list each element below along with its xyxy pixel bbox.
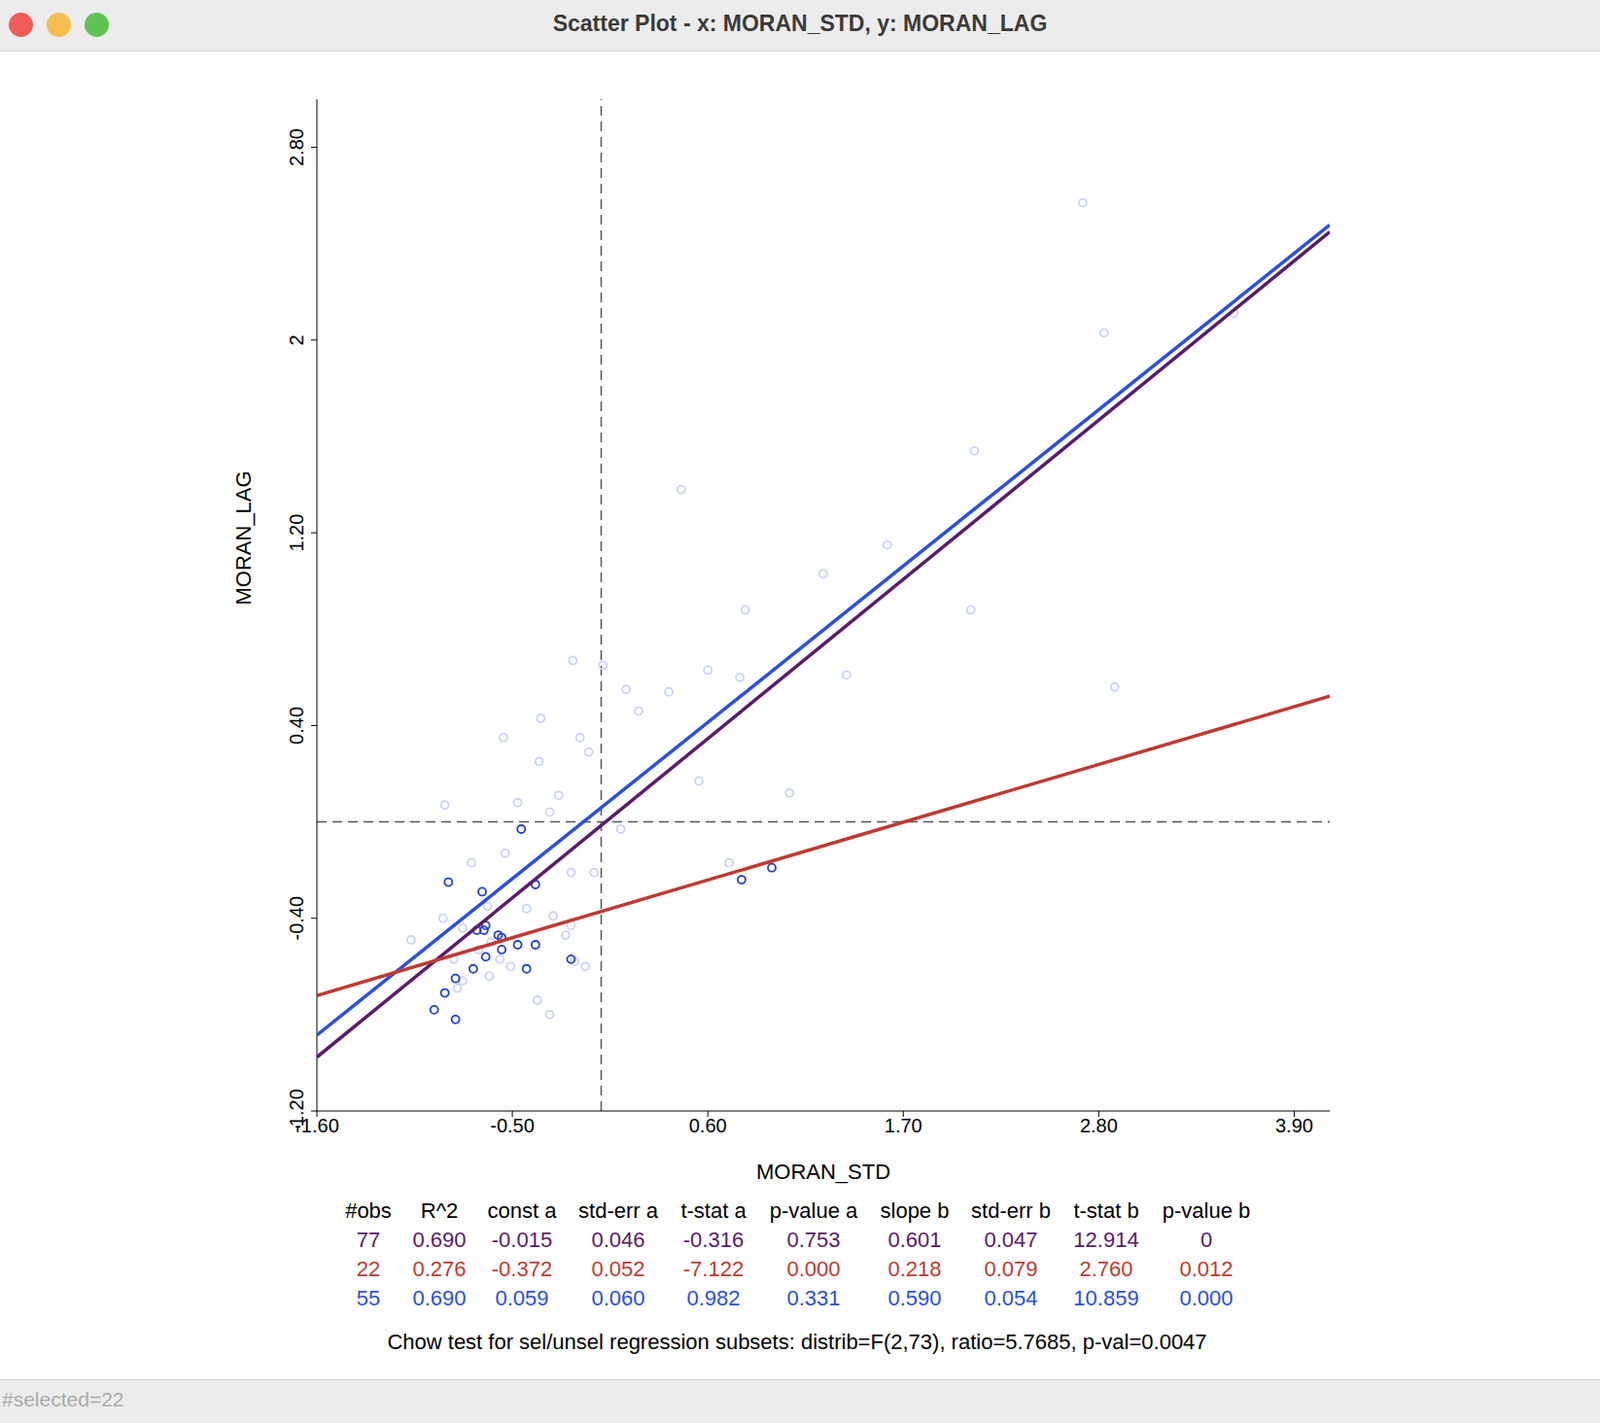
svg-text:1.70: 1.70 bbox=[884, 1114, 923, 1137]
svg-text:3.90: 3.90 bbox=[1275, 1114, 1314, 1137]
html-text:0.590: 0.590 bbox=[887, 1286, 942, 1311]
html-text:R^2: R^2 bbox=[420, 1198, 459, 1223]
html-text:Scatter Plot - x: MORAN_STD, y: Scatter Plot - x: MORAN_STD, y: MORAN_LA… bbox=[552, 10, 1048, 36]
html-text:0.054: 0.054 bbox=[984, 1286, 1038, 1311]
svg-text:-1.20: -1.20 bbox=[285, 1088, 308, 1134]
html-text:0.000: 0.000 bbox=[1179, 1286, 1234, 1311]
html-text:const a: const a bbox=[487, 1198, 557, 1223]
html-text:12.914: 12.914 bbox=[1073, 1227, 1139, 1253]
html-text:0.059: 0.059 bbox=[495, 1286, 549, 1311]
svg-text:MORAN_STD: MORAN_STD bbox=[756, 1159, 891, 1184]
svg-text:2: 2 bbox=[285, 334, 308, 346]
svg-text:-0.50: -0.50 bbox=[489, 1114, 535, 1137]
html-text:0.218: 0.218 bbox=[887, 1256, 942, 1282]
svg-text:0.40: 0.40 bbox=[285, 706, 308, 745]
html-text:p-value a: p-value a bbox=[769, 1198, 858, 1223]
svg-text:2.80: 2.80 bbox=[1079, 1114, 1118, 1137]
svg-text:0.60: 0.60 bbox=[689, 1114, 728, 1137]
html-text:-0.015: -0.015 bbox=[491, 1227, 553, 1253]
html-text:0.047: 0.047 bbox=[984, 1227, 1038, 1253]
html-text:55: 55 bbox=[356, 1286, 381, 1311]
html-text:std-err b: std-err b bbox=[971, 1198, 1051, 1223]
html-text:0: 0 bbox=[1200, 1227, 1213, 1253]
html-text:0.046: 0.046 bbox=[591, 1227, 645, 1253]
html-text:-0.316: -0.316 bbox=[683, 1227, 744, 1253]
html-text:#selected=22: #selected=22 bbox=[1, 1388, 124, 1411]
html-text:0.601: 0.601 bbox=[887, 1227, 942, 1253]
html-text:0.052: 0.052 bbox=[591, 1256, 645, 1282]
html-text:22: 22 bbox=[356, 1256, 381, 1282]
html-text:t-stat b: t-stat b bbox=[1073, 1198, 1139, 1223]
html-text:0.079: 0.079 bbox=[984, 1256, 1038, 1282]
html-text:2.760: 2.760 bbox=[1079, 1256, 1133, 1282]
html-text:0.982: 0.982 bbox=[686, 1286, 741, 1311]
html-text:0.331: 0.331 bbox=[786, 1286, 841, 1311]
svg-text:-0.40: -0.40 bbox=[285, 896, 308, 941]
html-text:std-err a: std-err a bbox=[578, 1198, 659, 1223]
html-text:0.276: 0.276 bbox=[412, 1256, 467, 1282]
html-text:p-value b: p-value b bbox=[1162, 1198, 1251, 1223]
html-text:0.012: 0.012 bbox=[1179, 1256, 1234, 1282]
svg-text:-1.60: -1.60 bbox=[294, 1115, 340, 1137]
html-text:#obs: #obs bbox=[345, 1198, 392, 1223]
html-text:-7.122: -7.122 bbox=[683, 1256, 744, 1282]
html-text:-0.372: -0.372 bbox=[491, 1256, 553, 1282]
html-text:Chow test for sel/unsel regres: Chow test for sel/unsel regression subse… bbox=[387, 1329, 1207, 1355]
html-text:0.690: 0.690 bbox=[412, 1227, 467, 1253]
html-text:slope b: slope b bbox=[880, 1198, 950, 1223]
svg-text:1.20: 1.20 bbox=[285, 514, 308, 553]
html-text:0.000: 0.000 bbox=[786, 1256, 841, 1282]
html-text:0.690: 0.690 bbox=[412, 1286, 467, 1311]
html-text:10.859: 10.859 bbox=[1073, 1286, 1139, 1311]
html-text:0.060: 0.060 bbox=[591, 1286, 645, 1311]
html-text:t-stat a: t-stat a bbox=[680, 1198, 747, 1223]
svg-text:MORAN_LAG: MORAN_LAG bbox=[231, 470, 256, 605]
html-text:77: 77 bbox=[356, 1227, 381, 1253]
html-text:0.753: 0.753 bbox=[786, 1227, 841, 1253]
svg-text:2.80: 2.80 bbox=[285, 128, 308, 167]
